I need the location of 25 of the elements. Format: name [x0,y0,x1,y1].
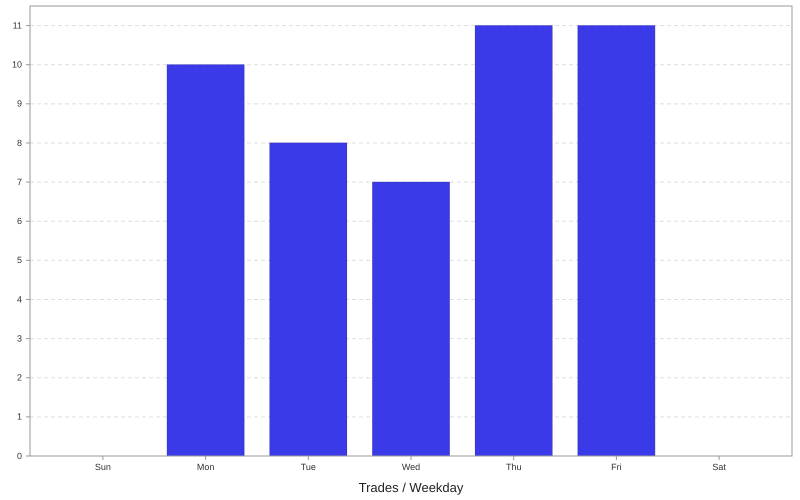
y-tick-label: 8 [16,138,22,148]
bar [474,25,552,456]
bar [578,25,656,456]
y-tick-label: 11 [12,20,22,30]
y-tick-label: 4 [16,294,22,304]
y-tick-label: 7 [16,176,22,187]
bar [166,64,244,456]
x-tick-label: Fri [611,462,622,472]
x-tick-label: Wed [402,462,420,472]
bar [372,182,450,456]
y-tick-label: 10 [12,60,22,70]
y-tick-label: 1 [16,412,22,422]
x-tick-label: Sun [94,462,111,472]
x-tick-label: Thu [506,462,522,472]
y-tick-label: 9 [16,98,22,109]
y-tick-label: 3 [16,333,22,344]
y-tick-label: 6 [16,216,22,226]
bar [270,142,348,456]
y-tick-label: 5 [16,255,22,266]
y-tick-label: 2 [16,372,22,383]
x-tick-label: Mon [196,462,214,472]
y-tick-label: 0 [16,450,22,461]
x-axis-title: Trades / Weekday [358,480,464,495]
x-tick-label: Tue [300,462,316,472]
x-tick-label: Sat [712,462,726,472]
